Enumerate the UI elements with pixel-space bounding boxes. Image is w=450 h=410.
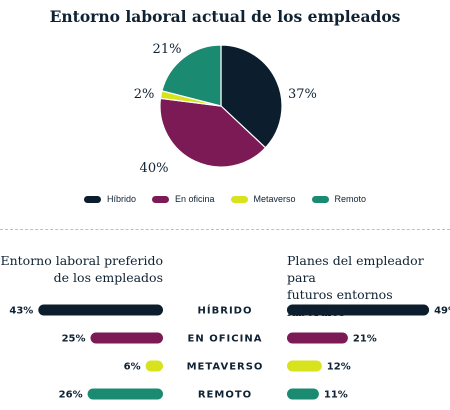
category-label-en-oficina: EN OFICINA xyxy=(188,334,263,345)
plans-title-line-1: Planes del empleador para xyxy=(287,253,424,285)
plans-bar-label-en-oficina: 21% xyxy=(353,334,377,345)
legend-label-metaverso: Metaverso xyxy=(253,194,296,204)
category-label-hibrido: HÍBRIDO xyxy=(198,304,253,317)
preferred-title-line-1: Entorno laboral preferido xyxy=(0,253,163,268)
preferred-bar-label-remoto: 26% xyxy=(59,390,83,401)
legend-label-hibrido: Híbrido xyxy=(106,194,136,204)
legend-swatch-metaverso xyxy=(230,195,248,203)
legend-item-remoto: Remoto xyxy=(311,194,367,204)
plans-bar-en-oficina xyxy=(287,332,348,344)
legend-item-hibrido: Híbrido xyxy=(83,194,136,204)
preferred-bar-metaverso xyxy=(145,360,163,372)
pie-slice-remoto xyxy=(161,44,222,107)
pie-slice-hibrido xyxy=(220,44,283,149)
plans-title-line-2: futuros entornos laborales xyxy=(287,287,393,319)
preferred-bar-label-en-oficina: 25% xyxy=(62,334,86,345)
preferred-chart-title: Entorno laboral preferido de los emplead… xyxy=(0,252,163,286)
section-divider xyxy=(0,229,450,230)
pie-label-en-oficina: 40% xyxy=(140,161,169,176)
preferred-bar-label-hibrido: 43% xyxy=(9,306,33,317)
legend-label-remoto: Remoto xyxy=(334,194,367,204)
chart-title: Entorno laboral actual de los empleados xyxy=(49,7,401,26)
preferred-bar-hibrido xyxy=(38,304,163,316)
legend-swatch-hibrido xyxy=(83,195,101,203)
legend-item-en-oficina: En oficina xyxy=(151,194,215,204)
preferred-bar-remoto xyxy=(87,388,163,400)
legend-swatch-remoto xyxy=(311,195,329,203)
preferred-bar-en-oficina xyxy=(90,332,163,344)
legend-item-metaverso: Metaverso xyxy=(230,194,296,204)
preferred-bar-label-metaverso: 6% xyxy=(124,362,141,373)
pie-legend: Híbrido En oficina Metaverso Remoto xyxy=(0,194,450,204)
plans-bar-label-metaverso: 12% xyxy=(327,362,351,373)
pie-label-remoto: 21% xyxy=(153,42,182,57)
category-label-remoto: REMOTO xyxy=(198,390,252,401)
pie-label-metaverso: 2% xyxy=(134,87,155,102)
category-label-metaverso: METAVERSO xyxy=(187,362,264,373)
preferred-title-line-2: de los empleados xyxy=(53,270,163,285)
plans-bar-remoto xyxy=(287,388,319,400)
plans-bar-label-hibrido: 49% xyxy=(434,306,450,317)
employer-plans-chart-title: Planes del empleador para futuros entorn… xyxy=(287,252,447,320)
plans-bar-label-remoto: 11% xyxy=(324,390,348,401)
pie-slice-en-oficina xyxy=(159,97,267,168)
legend-label-en-oficina: En oficina xyxy=(174,194,215,204)
plans-bar-hibrido xyxy=(287,304,430,316)
plans-bar-metaverso xyxy=(287,360,322,372)
legend-swatch-en-oficina xyxy=(151,195,169,203)
pie-label-hibrido: 37% xyxy=(288,87,317,102)
